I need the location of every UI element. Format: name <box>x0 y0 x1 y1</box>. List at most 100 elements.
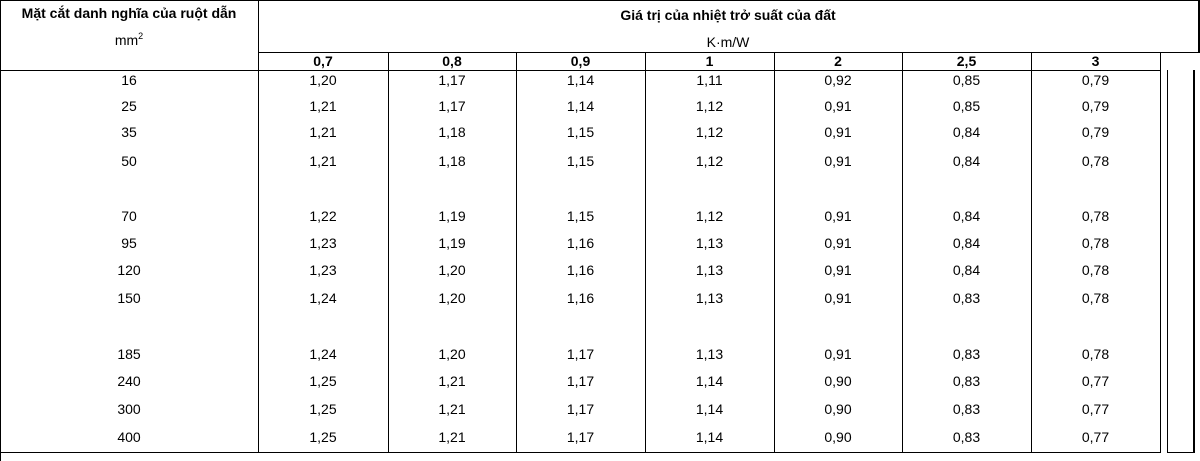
value-cell: 0,90 <box>824 401 852 417</box>
size-cell: 16 <box>121 72 137 88</box>
value-cell: 0,90 <box>824 429 852 445</box>
column-header: 3 <box>1091 53 1100 69</box>
size-cell: 50 <box>121 153 137 169</box>
column-header-bottom-line <box>0 70 1160 71</box>
value-cell: 1,25 <box>309 401 337 417</box>
value-cell: 0,84 <box>952 262 981 278</box>
value-cell: 1,16 <box>566 290 595 306</box>
size-cell: 120 <box>117 262 141 278</box>
row-header: Mặt cắt danh nghĩa của ruột dẫn <box>21 5 237 21</box>
table-top-border <box>0 0 1200 1</box>
table-left-border <box>0 0 1 461</box>
column-header: 0,9 <box>570 53 591 69</box>
value-cell: 1,25 <box>309 373 337 389</box>
value-cell: 0,91 <box>824 153 852 169</box>
size-cell: 35 <box>121 124 137 140</box>
value-cell: 0,78 <box>1081 290 1110 306</box>
value-cell: 1,13 <box>695 235 724 251</box>
value-cell: 0,83 <box>952 401 981 417</box>
value-cell: 0,83 <box>952 373 981 389</box>
value-cell: 1,12 <box>695 124 724 140</box>
value-cell: 1,17 <box>566 346 595 362</box>
size-cell: 300 <box>117 401 141 417</box>
group-header: Giá trị của nhiệt trở suất của đất <box>620 7 836 23</box>
value-cell: 0,79 <box>1081 98 1110 114</box>
value-cell: 1,23 <box>309 235 337 251</box>
value-cell: 1,25 <box>309 429 337 445</box>
value-cell: 1,18 <box>438 153 466 169</box>
row-unit: mm2 <box>0 31 258 49</box>
value-cell: 1,15 <box>566 124 595 140</box>
col-sep-1 <box>388 53 389 453</box>
value-cell: 1,21 <box>309 153 337 169</box>
size-cell: 150 <box>117 290 141 306</box>
col-sep-7 <box>1160 53 1161 453</box>
value-cell: 1,12 <box>695 153 724 169</box>
value-cell: 0,77 <box>1081 373 1110 389</box>
value-cell: 1,21 <box>438 373 466 389</box>
value-cell: 0,91 <box>824 290 852 306</box>
value-cell: 1,17 <box>566 429 595 445</box>
value-cell: 0,79 <box>1081 72 1110 88</box>
value-cell: 0,78 <box>1081 235 1110 251</box>
value-cell: 1,14 <box>566 98 595 114</box>
row-unit-exponent: 2 <box>138 31 144 41</box>
value-cell: 0,84 <box>952 235 981 251</box>
value-cell: 1,16 <box>566 235 595 251</box>
value-cell: 1,14 <box>695 429 724 445</box>
value-cell: 0,91 <box>824 98 852 114</box>
value-cell: 0,84 <box>952 153 981 169</box>
value-cell: 0,83 <box>952 346 981 362</box>
right-frame-bottom-line <box>1167 452 1195 453</box>
col-sep-5 <box>902 53 903 453</box>
value-cell: 0,78 <box>1081 262 1110 278</box>
value-cell: 1,11 <box>696 72 723 88</box>
value-cell: 1,15 <box>566 153 595 169</box>
value-cell: 0,85 <box>952 98 981 114</box>
value-cell: 1,21 <box>438 401 466 417</box>
value-cell: 0,91 <box>824 235 852 251</box>
col-sep-6 <box>1031 53 1032 453</box>
value-cell: 0,77 <box>1081 401 1110 417</box>
value-cell: 0,79 <box>1081 124 1110 140</box>
value-cell: 1,15 <box>566 208 595 224</box>
value-cell: 0,83 <box>952 429 981 445</box>
col-sep-3 <box>645 53 646 453</box>
value-cell: 0,90 <box>824 373 852 389</box>
column-header: 1 <box>705 53 714 69</box>
value-cell: 0,83 <box>952 290 981 306</box>
value-cell: 1,19 <box>438 235 466 251</box>
value-cell: 1,20 <box>438 262 466 278</box>
value-cell: 1,13 <box>695 262 724 278</box>
right-frame-inner-line <box>1167 70 1168 452</box>
value-cell: 1,23 <box>309 262 337 278</box>
value-cell: 1,24 <box>309 346 337 362</box>
value-cell: 0,91 <box>824 346 852 362</box>
size-cell: 95 <box>121 235 137 251</box>
value-cell: 1,20 <box>309 72 337 88</box>
col-sep-4 <box>774 53 775 453</box>
value-cell: 0,91 <box>824 208 852 224</box>
group-unit: K·m/W <box>706 34 750 50</box>
column-header: 0,8 <box>442 53 462 69</box>
right-frame-outer-line <box>1193 70 1195 452</box>
value-cell: 0,84 <box>952 208 981 224</box>
value-cell: 1,22 <box>309 208 337 224</box>
value-cell: 1,17 <box>566 401 595 417</box>
column-header: 2 <box>834 53 842 69</box>
value-cell: 1,14 <box>695 373 724 389</box>
value-cell: 1,14 <box>695 401 724 417</box>
size-cell: 70 <box>121 208 137 224</box>
right-frame-line <box>1198 0 1200 53</box>
value-cell: 0,92 <box>824 72 852 88</box>
value-cell: 1,17 <box>438 72 466 88</box>
value-cell: 0,91 <box>824 124 852 140</box>
value-cell: 1,20 <box>438 290 466 306</box>
col-sep-2 <box>516 53 517 453</box>
value-cell: 0,78 <box>1081 346 1110 362</box>
value-cell: 1,12 <box>695 98 724 114</box>
value-cell: 1,21 <box>309 98 337 114</box>
value-cell: 1,17 <box>438 98 466 114</box>
value-cell: 1,17 <box>566 373 595 389</box>
column-header: 0,7 <box>313 53 333 69</box>
